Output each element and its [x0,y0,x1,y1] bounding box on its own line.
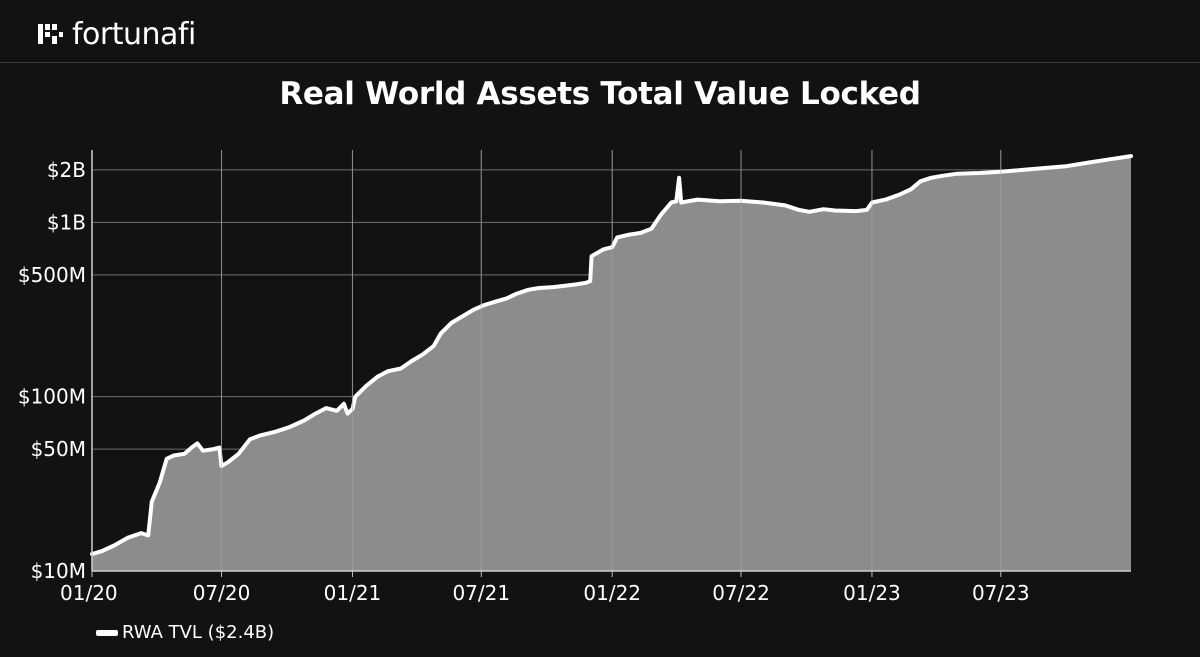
y-tick-label: $50M [31,437,86,461]
x-tick-label: 07/21 [452,581,510,605]
y-tick-label: $10M [31,559,86,583]
y-tick-label: $1B [47,210,86,234]
brand: fortunafi [36,14,196,54]
x-tick-label: 07/20 [193,581,251,605]
chart-axes [91,150,1131,577]
chart-legend: RWA TVL ($2.4B) [96,622,274,643]
header-divider [0,62,1200,63]
x-tick-label: 07/22 [712,581,770,605]
x-tick-label: 07/23 [972,581,1030,605]
x-tick-label: 01/23 [843,581,901,605]
y-tick-label: $2B [47,158,86,182]
chart-tick-labels: 01/20 07/20 01/21 07/21 01/22 07/22 01/23 07/23… [18,158,1030,605]
brand-name: fortunafi [72,16,196,52]
x-tick-label: 01/20 [60,581,118,605]
legend-label: RWA TVL ($2.4B) [122,622,275,643]
fortunafi-logo-icon [38,24,63,44]
y-tick-label: $100M [18,385,86,409]
x-tick-label: 01/21 [324,581,382,605]
chart-title: Real World Assets Total Value Locked [279,76,921,112]
series-line-0 [90,154,1133,557]
y-tick-label: $500M [18,263,86,287]
x-tick-label: 01/22 [583,581,641,605]
series-area-0 [92,156,1131,571]
legend-swatch [96,629,118,636]
chart-area-layer [90,154,1133,571]
